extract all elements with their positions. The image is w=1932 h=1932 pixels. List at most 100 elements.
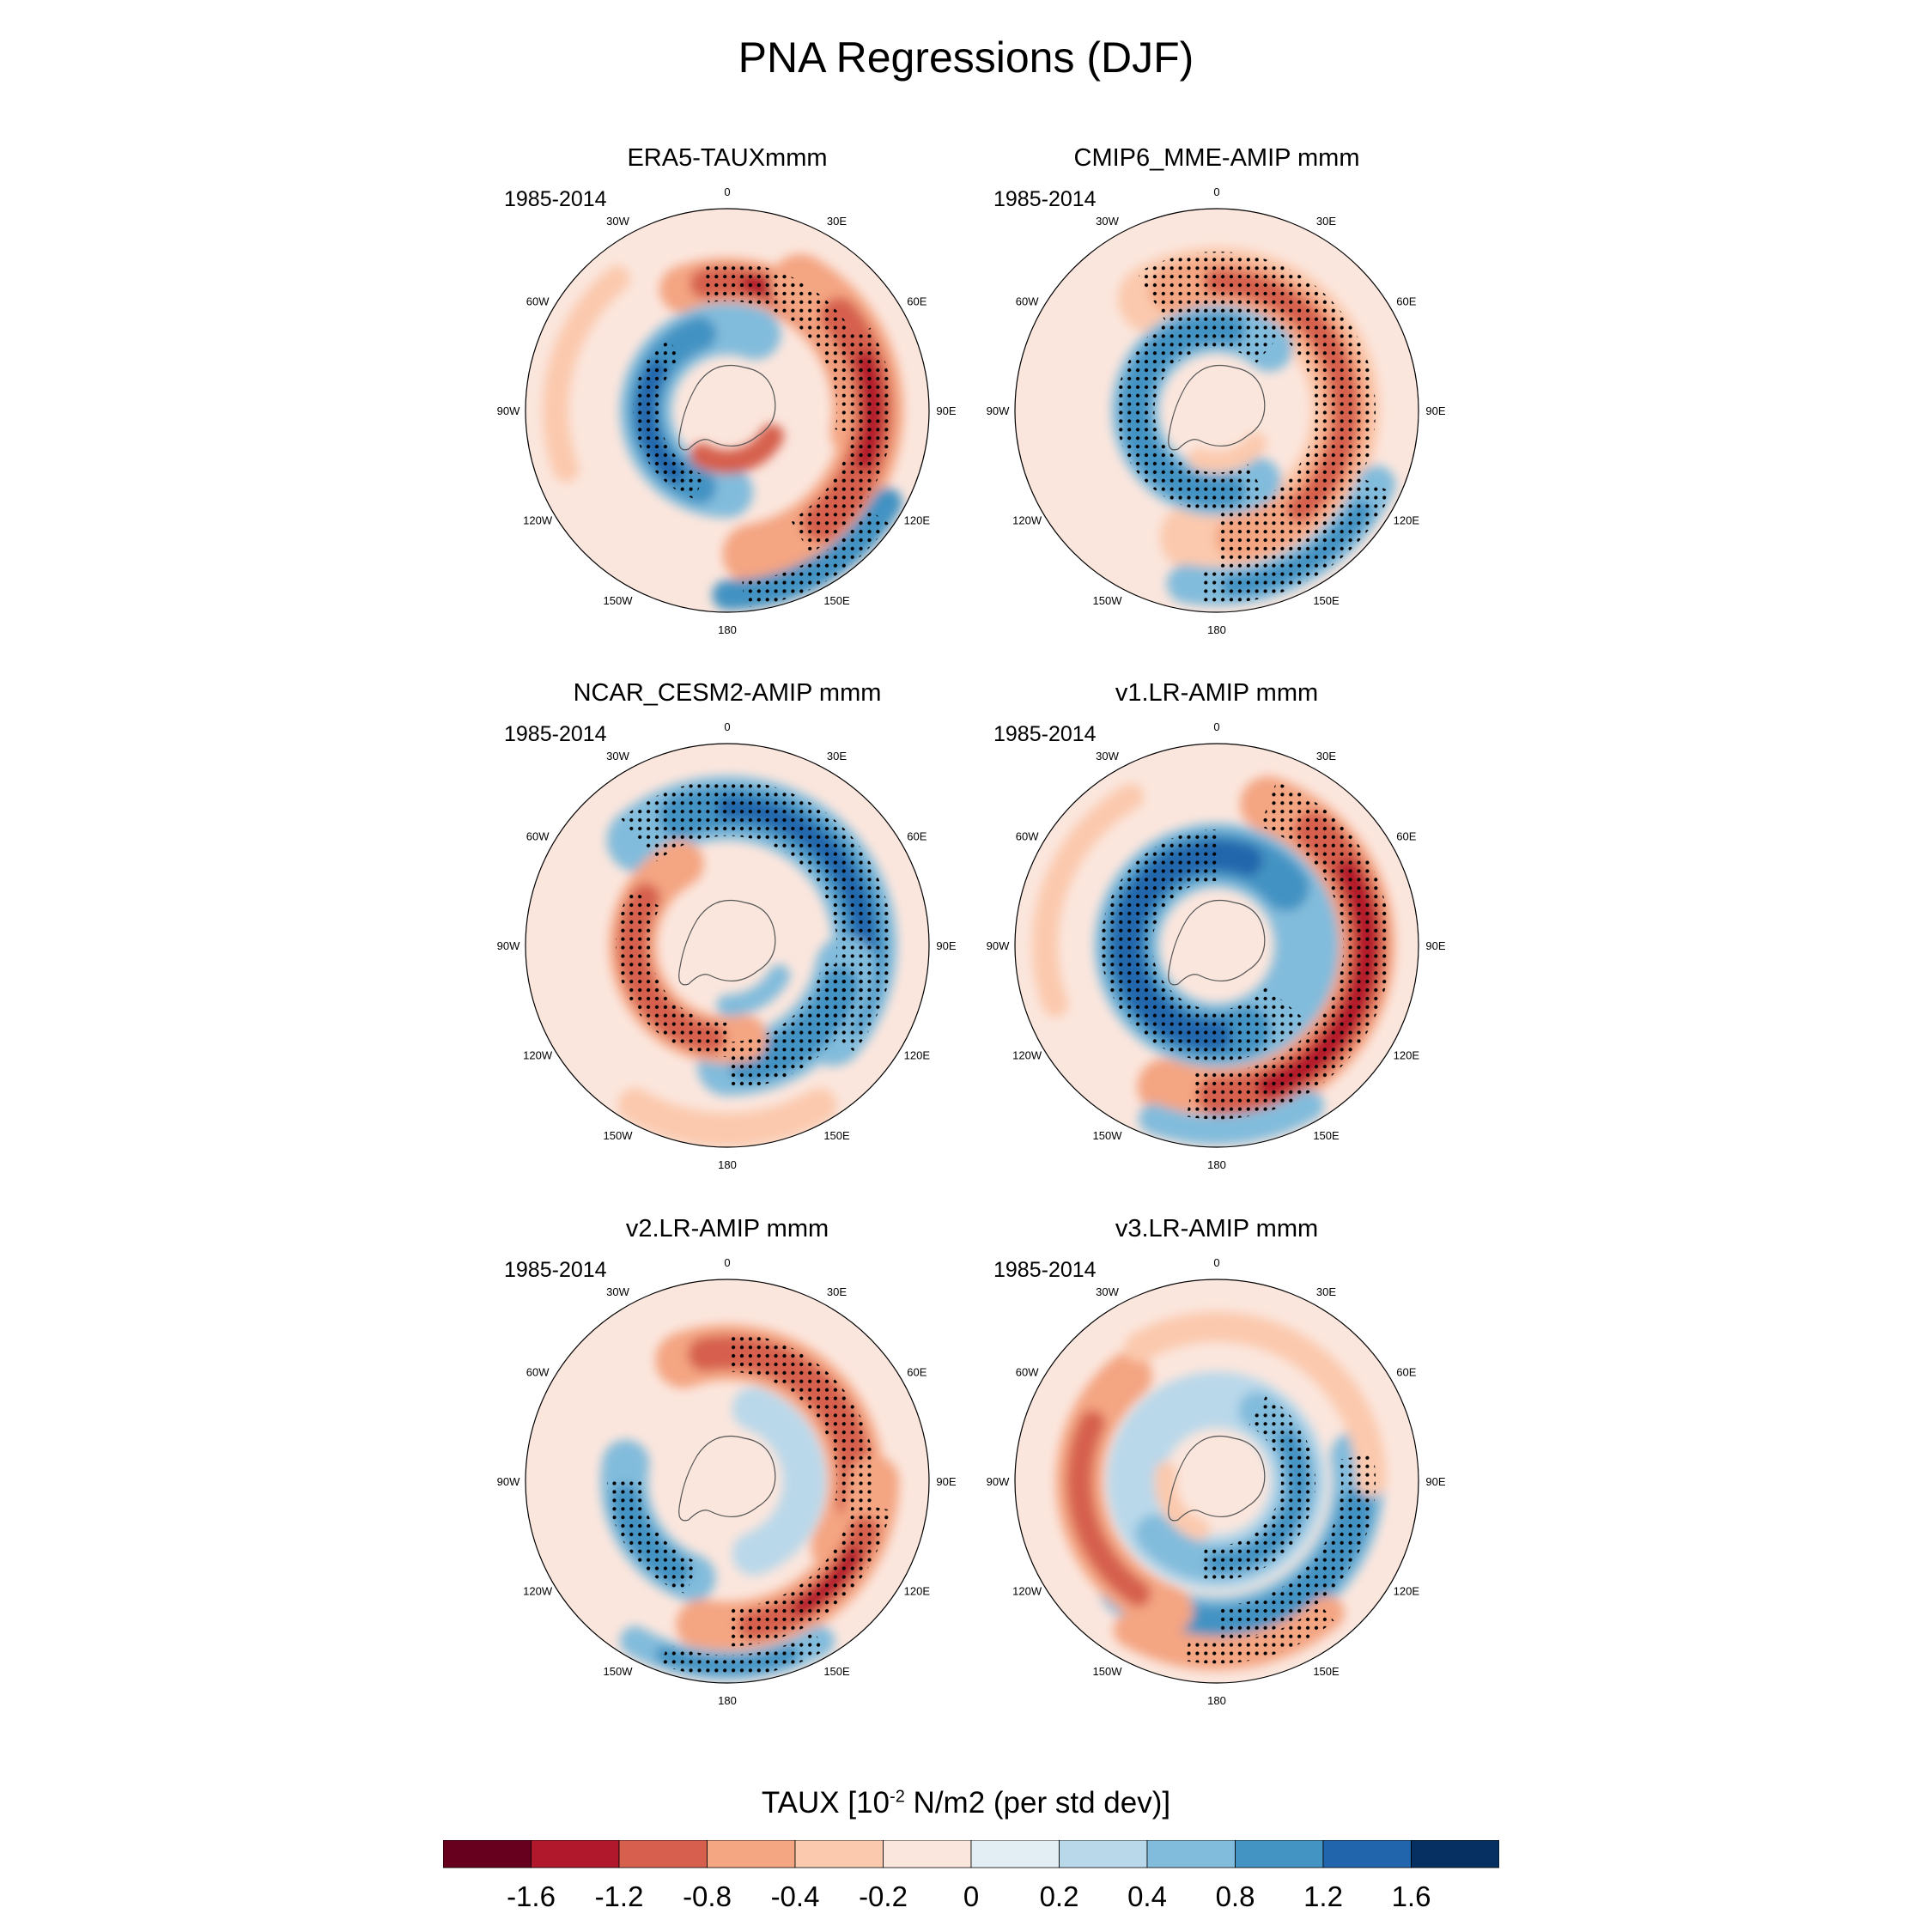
map-boundary	[525, 1279, 930, 1684]
colorbar-title: TAUX [10-2 N/m2 (per std dev)]	[0, 1786, 1932, 1820]
polar-map: 0 30E 60E 90E 120E 150E 180 150W 120W 90W 60W 30W	[987, 720, 1446, 1171]
longitude-label: 30E	[1316, 1285, 1336, 1298]
longitude-label: 90E	[1425, 1475, 1445, 1488]
colorbar-tick-label: 0.4	[1127, 1880, 1167, 1912]
longitude-label: 90E	[936, 1475, 956, 1488]
field-band	[690, 424, 784, 474]
map-panel-era5: ERA5-TAUXmmm 1985-2014 0 30E 60E 90E 120E 150…	[487, 144, 968, 642]
longitude-label: 150E	[1313, 1665, 1340, 1678]
colorbar-tick-label: -1.6	[507, 1880, 556, 1912]
colorbar-tick-label: 0.2	[1040, 1880, 1079, 1912]
longitude-label: 0	[1213, 185, 1219, 198]
field-band	[732, 1387, 826, 1576]
significance-stipple	[1137, 252, 1376, 569]
colorbar-swatch	[1059, 1840, 1148, 1868]
longitude-label: 120W	[523, 1585, 553, 1598]
longitude-label: 30W	[1096, 750, 1119, 762]
map-boundary	[525, 743, 930, 1148]
longitude-label: 180	[1207, 1158, 1226, 1171]
longitude-label: 90E	[1425, 404, 1445, 417]
longitude-label: 180	[718, 1158, 737, 1171]
longitude-label: 60W	[526, 1366, 550, 1379]
significance-stipple	[726, 1333, 876, 1507]
significance-stipple	[1101, 829, 1306, 1061]
longitude-label: 30E	[827, 1285, 847, 1298]
polar-map: 0 30E 60E 90E 120E 150E 180 150W 120W 90W 60W 30W	[497, 720, 957, 1171]
field-band	[1138, 1090, 1324, 1145]
period-label: 1985-2014	[504, 1258, 607, 1282]
longitude-label: 120E	[904, 1585, 931, 1598]
polar-map: 0 30E 60E 90E 120E 150E 180 150W 120W 90W 60W 30W	[987, 1256, 1446, 1707]
longitude-label: 120E	[904, 514, 931, 527]
period-label: 1985-2014	[993, 1258, 1097, 1282]
longitude-label: 150E	[1313, 594, 1340, 607]
map-panel-v3-lr: v3.LR-AMIP mmm 1985-2014 0 30E 60E 90E 120E 1…	[976, 1215, 1457, 1713]
panel-title: ERA5-TAUXmmm	[627, 144, 828, 172]
longitude-label: 120W	[523, 1049, 553, 1062]
colorbar-swatch	[1411, 1840, 1499, 1868]
longitude-label: 30W	[1096, 215, 1119, 228]
colorbar-tick-label: -1.2	[595, 1880, 644, 1912]
colorbar-swatch	[970, 1840, 1060, 1868]
longitude-label: 90E	[936, 404, 956, 417]
significance-stipple	[1185, 1604, 1334, 1664]
panel-title: NCAR_CESM2-AMIP mmm	[573, 679, 882, 707]
longitude-label: 30E	[1316, 215, 1336, 228]
significance-stipple	[616, 890, 728, 1057]
significance-stipple	[790, 327, 893, 554]
period-label: 1985-2014	[504, 722, 607, 746]
field-band	[617, 1088, 837, 1147]
longitude-label: 120W	[1012, 1049, 1042, 1062]
period-label: 1985-2014	[993, 187, 1097, 211]
colorbar-tick-label: -0.8	[683, 1880, 732, 1912]
longitude-label: 60E	[1396, 295, 1416, 308]
longitude-label: 0	[724, 185, 730, 198]
significance-stipple	[1186, 781, 1391, 1120]
longitude-label: 150E	[823, 1665, 850, 1678]
colorbar-tick-label: 1.2	[1303, 1880, 1343, 1912]
polar-map: 0 30E 60E 90E 120E 150E 180 150W 120W 90W 60W 30W	[987, 185, 1446, 636]
field-layer	[1015, 1279, 1419, 1683]
colorbar-title-suffix: N/m2 (per std dev)]	[904, 1786, 1171, 1820]
significance-stipple	[1115, 309, 1282, 512]
longitude-label: 150W	[604, 1665, 634, 1678]
significance-stipple	[607, 1480, 699, 1595]
map-panel-ncar-cesm2: NCAR_CESM2-AMIP mmm 1985-2014 0 30E 60E 90E…	[487, 679, 968, 1177]
longitude-label: 30E	[1316, 750, 1336, 762]
longitude-label: 30E	[827, 215, 847, 228]
field-band	[1124, 1311, 1387, 1497]
colorbar-title-exponent: -2	[890, 1787, 905, 1807]
field-layer	[1015, 744, 1419, 1147]
longitude-label: 60W	[1016, 830, 1039, 843]
longitude-label: 0	[724, 720, 730, 733]
significance-stipple	[1216, 1453, 1376, 1640]
period-label: 1985-2014	[993, 722, 1097, 746]
map-panel-v1-lr: v1.LR-AMIP mmm 1985-2014 0 30E 60E 90E 120E 1…	[976, 679, 1457, 1177]
antarctica-coastline	[1168, 364, 1266, 451]
significance-stipple	[742, 508, 890, 608]
field-layer	[526, 1279, 929, 1683]
longitude-label: 150W	[1093, 1665, 1123, 1678]
longitude-label: 120E	[1394, 1585, 1420, 1598]
colorbar-tick-label: 1.6	[1392, 1880, 1431, 1912]
field-band	[543, 265, 630, 483]
longitude-label: 150E	[823, 594, 850, 607]
significance-stipple	[1200, 477, 1392, 604]
field-band	[1066, 1410, 1151, 1607]
colorbar-tick-label: -0.4	[771, 1880, 820, 1912]
longitude-label: 90W	[987, 939, 1010, 952]
longitude-label: 30W	[606, 1285, 629, 1298]
colorbar-swatch	[618, 1840, 708, 1868]
longitude-label: 120W	[523, 514, 553, 527]
antarctica-coastline	[1168, 1435, 1266, 1522]
colorbar-swatch	[1322, 1840, 1412, 1868]
longitude-label: 90E	[1425, 939, 1445, 952]
significance-stipple	[633, 337, 705, 500]
map-panel-cmip6-mme: CMIP6_MME-AMIP mmm 1985-2014 0 30E 60E 90E 1…	[976, 144, 1457, 642]
longitude-label: 120E	[1394, 1049, 1420, 1062]
significance-stipple	[660, 1631, 825, 1677]
longitude-label: 90E	[936, 939, 956, 952]
longitude-label: 30W	[606, 750, 629, 762]
longitude-label: 120E	[904, 1049, 931, 1062]
antarctica-coastline	[678, 1435, 776, 1522]
